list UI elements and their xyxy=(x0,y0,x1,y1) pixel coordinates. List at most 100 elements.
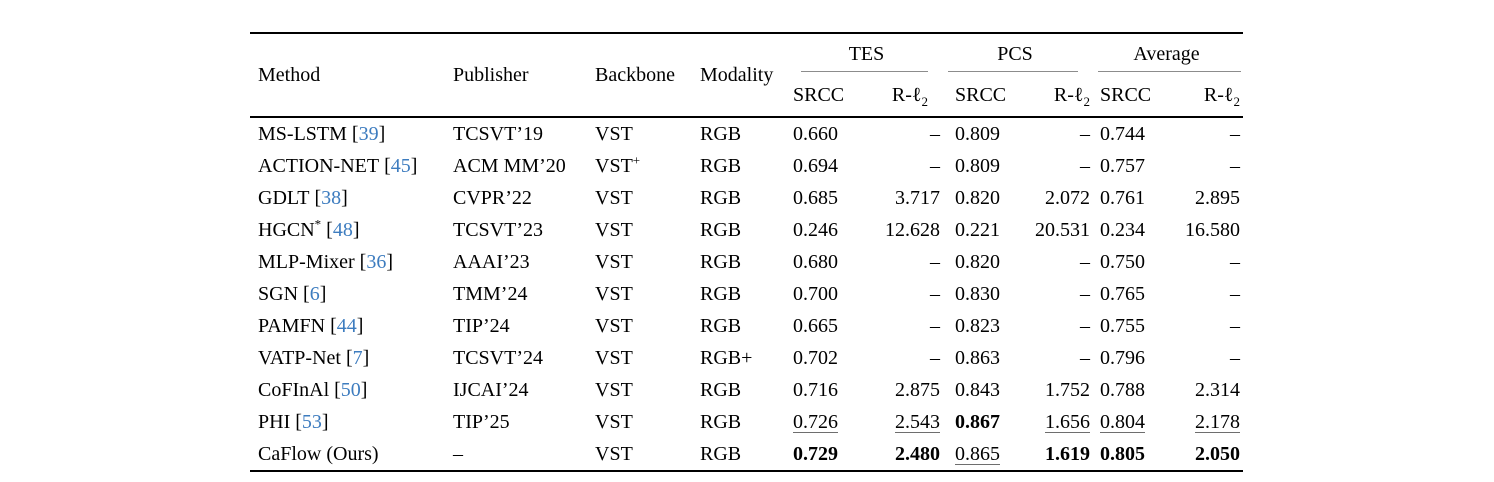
table-row: HGCN* [48] TCSVT’23 VST RGB 0.246 12.628 … xyxy=(250,214,1243,246)
metric-value: 0.700 xyxy=(793,282,838,305)
metric-value: 0.761 xyxy=(1100,186,1145,209)
modality-cell: RGB xyxy=(700,410,742,433)
avg-rl2-cell: – xyxy=(1157,150,1243,182)
citation: [44] xyxy=(330,315,363,337)
metric-value: – xyxy=(1230,314,1240,337)
metric-value: – xyxy=(1230,346,1240,369)
modality-cell: RGB xyxy=(700,122,742,145)
method-name: PHI xyxy=(258,410,291,433)
avg-rl2-cell: 2.178 xyxy=(1157,406,1243,438)
pcs-srcc-cell: 0.809 xyxy=(940,118,1016,150)
metric-value: 2.314 xyxy=(1195,378,1240,401)
metric-value: 0.823 xyxy=(955,314,1000,337)
table-row: VATP-Net [7] TCSVT’24 VST RGB+ 0.702 – 0.… xyxy=(250,342,1243,374)
backbone-name: VST xyxy=(595,154,633,177)
citation: [50] xyxy=(334,379,367,401)
modality-cell: RGB xyxy=(700,218,742,241)
metric-value: 0.221 xyxy=(955,218,1000,241)
avg-rl2-cell: – xyxy=(1157,310,1243,342)
backbone-cell: VST xyxy=(595,438,700,470)
metric-value: 0.788 xyxy=(1100,378,1145,401)
metric-value: – xyxy=(930,314,940,337)
metric-value: 0.246 xyxy=(793,218,838,241)
metric-value: 2.895 xyxy=(1195,186,1240,209)
cmidrule-pcs xyxy=(948,70,1078,72)
metric-value: 0.809 xyxy=(955,122,1000,145)
metric-value: 1.619 xyxy=(1045,442,1090,465)
tes-rl2-cell: – xyxy=(855,310,940,342)
metric-value: – xyxy=(1080,250,1090,273)
citation-link[interactable]: 7 xyxy=(352,346,363,369)
citation-link[interactable]: 53 xyxy=(301,410,322,433)
metric-value: 0.805 xyxy=(1100,442,1145,465)
metric-value: 0.750 xyxy=(1100,250,1145,273)
avg-srcc-cell: 0.765 xyxy=(1090,278,1157,310)
citation-link[interactable]: 45 xyxy=(390,154,411,177)
citation-link[interactable]: 6 xyxy=(309,282,320,305)
citation-open-bracket: [ xyxy=(295,410,302,433)
method-name: ACTION-NET xyxy=(258,154,380,177)
metric-value: 2.480 xyxy=(895,442,940,465)
table-bottom-rule xyxy=(250,469,1243,472)
metric-value: 0.809 xyxy=(955,154,1000,177)
rl2-ell: ℓ xyxy=(911,84,922,106)
table-row: ACTION-NET [45] ACM MM’20 VST+ RGB 0.694 … xyxy=(250,150,1243,182)
metric-value: 2.178 xyxy=(1195,410,1240,433)
publisher-cell: TMM’24 xyxy=(453,282,528,305)
tes-srcc-cell: 0.665 xyxy=(793,310,855,342)
col-header-method: Method xyxy=(258,63,321,86)
citation-link[interactable]: 48 xyxy=(332,218,353,241)
backbone-cell: VST xyxy=(595,118,700,150)
citation-link[interactable]: 38 xyxy=(321,186,342,209)
citation-link[interactable]: 50 xyxy=(340,378,361,401)
backbone-cell: VST xyxy=(595,342,700,374)
publisher-cell: IJCAI’24 xyxy=(453,378,529,401)
publisher-cell: TCSVT’19 xyxy=(453,122,543,145)
col-header-pcs-srcc: SRCC xyxy=(955,84,1007,106)
group-header-tes-label: TES xyxy=(848,43,885,65)
avg-rl2-cell: 16.580 xyxy=(1157,214,1243,246)
metric-value: 0.729 xyxy=(793,442,838,465)
citation: [48] xyxy=(326,219,359,241)
avg-rl2-cell: – xyxy=(1157,246,1243,278)
tes-rl2-cell: – xyxy=(855,150,940,182)
rl2-subscript: 2 xyxy=(1083,94,1091,109)
backbone-name: VST xyxy=(595,378,633,401)
tes-rl2-cell: 2.480 xyxy=(855,438,940,470)
citation-link[interactable]: 36 xyxy=(366,250,387,273)
group-header-tes: TES xyxy=(793,34,940,74)
metric-value: 0.843 xyxy=(955,378,1000,401)
header-separator-rule xyxy=(250,116,1243,118)
pcs-rl2-cell: 2.072 xyxy=(1016,182,1090,214)
tes-rl2-cell: 2.543 xyxy=(855,406,940,438)
citation-link[interactable]: 44 xyxy=(336,314,357,337)
pcs-rl2-cell: – xyxy=(1016,246,1090,278)
method-cell: CaFlow (Ours) xyxy=(250,438,450,470)
backbone-name: VST xyxy=(595,186,633,209)
metric-value: 2.543 xyxy=(895,410,940,433)
col-header-avg-srcc: SRCC xyxy=(1100,84,1152,106)
citation-open-bracket: [ xyxy=(314,186,322,209)
metric-value: – xyxy=(1230,282,1240,305)
tes-rl2-cell: 2.875 xyxy=(855,374,940,406)
modality-cell: RGB xyxy=(700,282,742,305)
cmidrule-average xyxy=(1098,70,1241,72)
backbone-name: VST xyxy=(595,442,633,465)
metric-value: 0.744 xyxy=(1100,122,1145,145)
backbone-cell: VST xyxy=(595,182,700,214)
metric-value: 0.660 xyxy=(793,122,838,145)
method-superscript: * xyxy=(314,215,322,231)
avg-srcc-cell: 0.750 xyxy=(1090,246,1157,278)
method-cell: PAMFN [44] xyxy=(250,310,450,342)
citation-close-bracket: ] xyxy=(352,218,360,241)
modality-cell: RGB+ xyxy=(700,346,753,369)
method-name: GDLT xyxy=(258,186,310,209)
citation-link[interactable]: 39 xyxy=(358,122,379,145)
metric-value: 0.820 xyxy=(955,186,1000,209)
method-name: MLP-Mixer xyxy=(258,250,355,273)
pcs-rl2-cell: 20.531 xyxy=(1016,214,1090,246)
citation-close-bracket: ] xyxy=(386,250,394,273)
backbone-cell: VST xyxy=(595,310,700,342)
publisher-cell: TIP’25 xyxy=(453,410,510,433)
pcs-rl2-cell: 1.752 xyxy=(1016,374,1090,406)
